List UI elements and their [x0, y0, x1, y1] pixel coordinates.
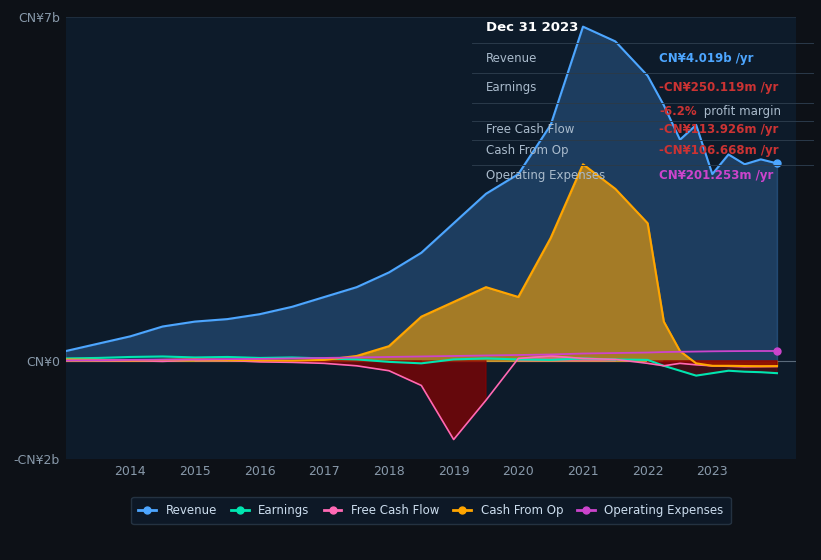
Text: CN¥4.019b /yr: CN¥4.019b /yr: [659, 52, 754, 66]
Text: Revenue: Revenue: [486, 52, 537, 66]
Text: -CN¥113.926m /yr: -CN¥113.926m /yr: [659, 123, 779, 136]
Text: -6.2%: -6.2%: [659, 105, 697, 118]
Text: profit margin: profit margin: [700, 105, 782, 118]
Text: Free Cash Flow: Free Cash Flow: [486, 123, 574, 136]
Text: Cash From Op: Cash From Op: [486, 144, 568, 157]
Legend: Revenue, Earnings, Free Cash Flow, Cash From Op, Operating Expenses: Revenue, Earnings, Free Cash Flow, Cash …: [131, 497, 731, 524]
Text: -CN¥106.668m /yr: -CN¥106.668m /yr: [659, 144, 779, 157]
Text: -CN¥250.119m /yr: -CN¥250.119m /yr: [659, 81, 779, 94]
Text: CN¥201.253m /yr: CN¥201.253m /yr: [659, 169, 774, 182]
Text: Operating Expenses: Operating Expenses: [486, 169, 605, 182]
Text: Earnings: Earnings: [486, 81, 537, 94]
Text: Dec 31 2023: Dec 31 2023: [486, 21, 578, 34]
